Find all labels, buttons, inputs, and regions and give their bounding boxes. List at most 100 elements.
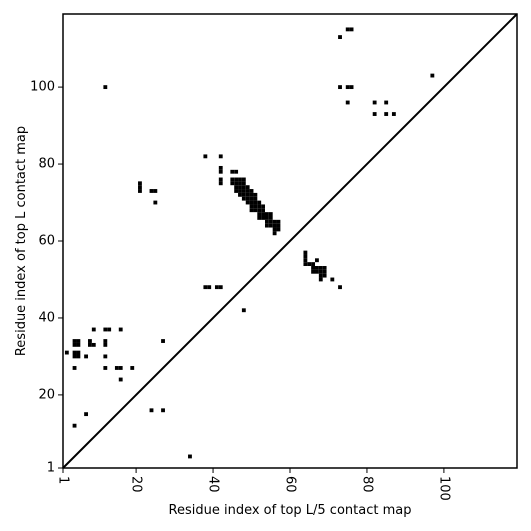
- contact-point-lower: [276, 223, 281, 228]
- contact-point-lower: [245, 189, 250, 193]
- contact-point-lower: [107, 327, 112, 332]
- y-axis-ticks: 1 20 40 60 80 100: [30, 80, 63, 476]
- contact-point-lower: [249, 200, 254, 205]
- contact-point-lower: [241, 185, 246, 190]
- contact-point-lower: [149, 408, 154, 413]
- contact-point-lower: [268, 219, 273, 224]
- contact-point-lower: [72, 342, 77, 347]
- contact-point-lower: [245, 185, 250, 190]
- contact-point-lower: [118, 327, 123, 332]
- contact-point-lower: [76, 350, 81, 355]
- contact-point-upper: [345, 100, 350, 105]
- contact-point-lower: [322, 273, 327, 278]
- contact-point-lower: [264, 212, 269, 216]
- contact-point-upper: [391, 112, 396, 116]
- contact-point-lower: [218, 285, 223, 290]
- contact-point-lower: [138, 189, 142, 193]
- y-tick-label: 100: [30, 80, 55, 95]
- contact-point-lower: [118, 366, 123, 370]
- contact-point-lower: [238, 181, 242, 186]
- contact-point-upper: [430, 73, 435, 78]
- contact-point-lower: [268, 223, 273, 228]
- contact-point-lower: [264, 223, 269, 228]
- contact-point-lower: [245, 196, 250, 201]
- contact-point-lower: [234, 189, 239, 193]
- contact-point-lower: [311, 266, 316, 270]
- contact-point-lower: [88, 342, 92, 347]
- y-tick-label: 40: [38, 310, 55, 325]
- contact-point-lower: [245, 192, 250, 197]
- contact-point-upper: [372, 112, 377, 116]
- x-tick-label: 80: [359, 476, 374, 493]
- contact-point-lower: [230, 169, 235, 174]
- diagonal-line: [62, 13, 518, 469]
- contact-point-lower: [238, 185, 242, 190]
- contact-point-lower: [91, 327, 96, 332]
- contact-point-lower: [303, 250, 308, 255]
- contact-point-lower: [257, 212, 262, 216]
- contact-point-lower: [72, 339, 77, 343]
- x-axis-ticks: 1 20 40 60 80 100: [56, 468, 451, 501]
- y-tick-label: 80: [38, 157, 55, 172]
- x-tick-label: 20: [129, 476, 144, 493]
- contact-point-lower: [257, 200, 262, 205]
- x-tick-label: 100: [436, 476, 451, 501]
- contact-point-lower: [315, 269, 319, 274]
- contact-point-lower: [315, 258, 319, 263]
- contact-point-lower: [261, 204, 265, 209]
- contact-point-lower: [103, 85, 108, 90]
- contact-point-lower: [268, 215, 273, 220]
- contact-point-lower: [103, 354, 108, 359]
- contact-point-lower: [218, 181, 223, 186]
- contact-point-lower: [161, 408, 165, 413]
- contact-point-lower: [253, 208, 258, 213]
- contact-point-lower: [253, 200, 258, 205]
- contact-point-lower: [307, 262, 312, 267]
- contact-point-lower: [76, 339, 81, 343]
- contact-point-lower: [249, 192, 254, 197]
- contact-point-lower: [318, 269, 323, 274]
- contact-point-lower: [257, 215, 262, 220]
- contact-point-lower: [318, 273, 323, 278]
- contact-point-lower: [241, 181, 246, 186]
- contact-point-lower: [103, 339, 108, 343]
- contact-point-lower: [330, 277, 335, 282]
- contact-point-lower: [72, 366, 77, 370]
- contact-point-lower: [84, 412, 89, 417]
- contact-point-lower: [161, 339, 165, 343]
- contact-point-lower: [249, 189, 254, 193]
- contact-point-lower: [261, 208, 265, 213]
- contact-point-lower: [72, 350, 77, 355]
- contact-point-upper: [349, 27, 354, 32]
- contact-point-lower: [241, 308, 246, 313]
- contact-point-lower: [234, 185, 239, 190]
- contact-point-lower: [253, 192, 258, 197]
- contact-point-lower: [72, 423, 77, 428]
- contact-point-upper: [384, 100, 389, 105]
- contact-point-lower: [103, 342, 108, 347]
- y-tick-label: 1: [47, 461, 55, 476]
- contact-point-lower: [311, 269, 316, 274]
- contact-point-lower: [188, 454, 192, 459]
- contact-point-lower: [234, 169, 239, 174]
- contact-point-lower: [118, 377, 123, 382]
- x-axis-label: Residue index of top L/5 contact map: [169, 503, 412, 518]
- contact-point-lower: [253, 204, 258, 209]
- contact-point-lower: [311, 262, 316, 267]
- contact-point-lower: [241, 196, 246, 201]
- contact-point-lower: [138, 181, 142, 186]
- contact-point-lower: [214, 285, 219, 290]
- contact-point-lower: [241, 177, 246, 182]
- contact-point-lower: [234, 181, 239, 186]
- x-tick-label: 40: [206, 476, 221, 493]
- contact-point-lower: [218, 154, 223, 159]
- x-tick-label: 1: [56, 476, 71, 484]
- contact-point-lower: [64, 350, 69, 355]
- contact-point-lower: [103, 327, 108, 332]
- contact-point-lower: [114, 366, 119, 370]
- contact-point-lower: [203, 154, 208, 159]
- contact-point-upper: [372, 100, 377, 105]
- contact-point-lower: [238, 189, 242, 193]
- contact-point-lower: [276, 227, 281, 232]
- contact-point-lower: [264, 219, 269, 224]
